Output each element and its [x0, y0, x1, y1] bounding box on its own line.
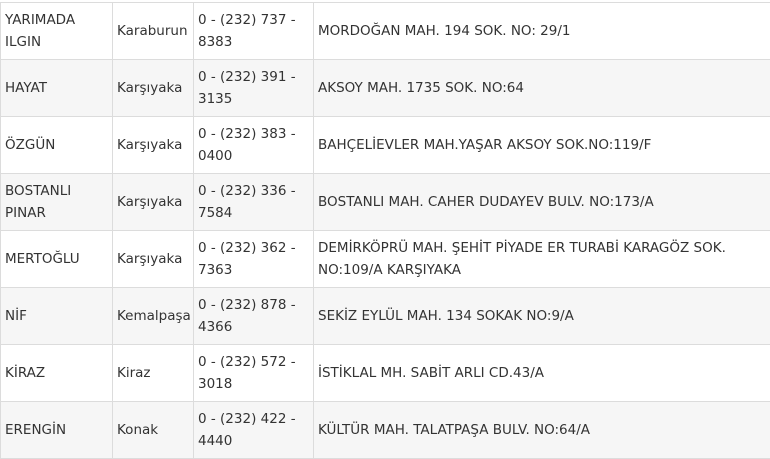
address-cell: BAHÇELİEVLER MAH.YAŞAR AKSOY SOK.NO:119/…: [314, 117, 770, 174]
pharmacy-name-cell: YARIMADA ILGIN: [1, 3, 113, 60]
district-cell: Konak: [113, 402, 194, 459]
district-cell: Karşıyaka: [113, 60, 194, 117]
district-cell: Karşıyaka: [113, 174, 194, 231]
address-cell: BOSTANLI MAH. CAHER DUDAYEV BULV. NO:173…: [314, 174, 770, 231]
pharmacy-name-cell: KİRAZ: [1, 345, 113, 402]
address-cell: SEKİZ EYLÜL MAH. 134 SOKAK NO:9/A: [314, 288, 770, 345]
phone-cell: 0 - (232) 362 - 7363: [194, 231, 314, 288]
pharmacy-name-cell: NİF: [1, 288, 113, 345]
phone-cell: 0 - (232) 878 - 4366: [194, 288, 314, 345]
pharmacy-name-cell: ERENGİN: [1, 402, 113, 459]
district-cell: Kiraz: [113, 345, 194, 402]
address-cell: DEMİRKÖPRÜ MAH. ŞEHİT PİYADE ER TURABİ K…: [314, 231, 770, 288]
pharmacy-name-cell: BOSTANLI PINAR: [1, 174, 113, 231]
district-cell: Karşıyaka: [113, 117, 194, 174]
district-cell: Kemalpaşa: [113, 288, 194, 345]
district-cell: Karşıyaka: [113, 231, 194, 288]
address-cell: KÜLTÜR MAH. TALATPAŞA BULV. NO:64/A: [314, 402, 770, 459]
pharmacy-name-cell: HAYAT: [1, 60, 113, 117]
phone-cell: 0 - (232) 737 - 8383: [194, 3, 314, 60]
pharmacy-name-cell: ÖZGÜN: [1, 117, 113, 174]
address-cell: İSTİKLAL MH. SABİT ARLI CD.43/A: [314, 345, 770, 402]
address-cell: MORDOĞAN MAH. 194 SOK. NO: 29/1: [314, 3, 770, 60]
phone-cell: 0 - (232) 422 - 4440: [194, 402, 314, 459]
phone-cell: 0 - (232) 572 - 3018: [194, 345, 314, 402]
phone-cell: 0 - (232) 383 - 0400: [194, 117, 314, 174]
pharmacy-name-cell: MERTOĞLU: [1, 231, 113, 288]
district-cell: Karaburun: [113, 3, 194, 60]
address-cell: AKSOY MAH. 1735 SOK. NO:64: [314, 60, 770, 117]
phone-cell: 0 - (232) 391 - 3135: [194, 60, 314, 117]
phone-cell: 0 - (232) 336 - 7584: [194, 174, 314, 231]
